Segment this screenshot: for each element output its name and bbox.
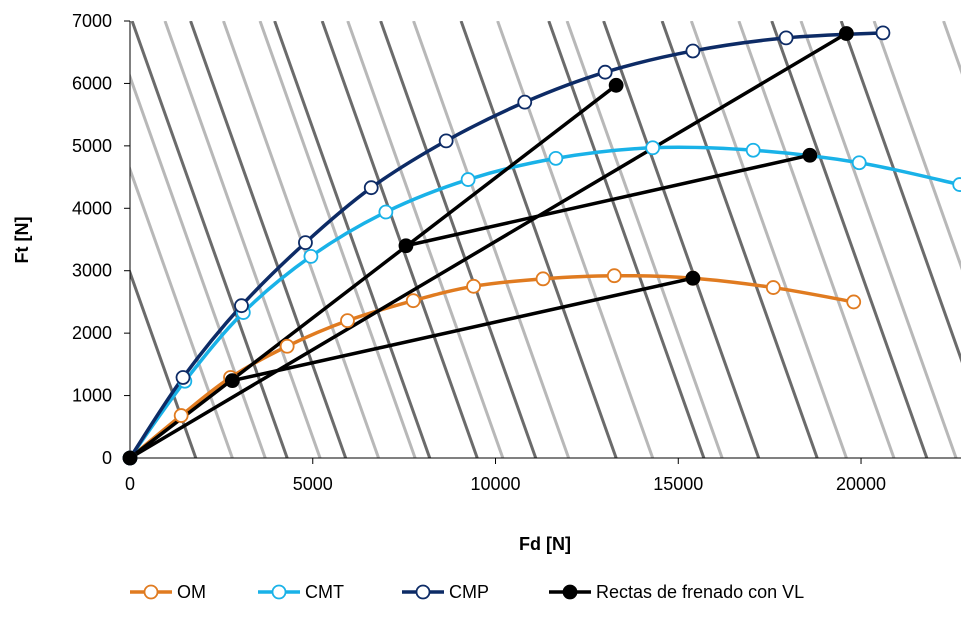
- series-om-point: [340, 313, 355, 329]
- series-cmp-point: [298, 235, 313, 251]
- series-om-point: [765, 280, 781, 295]
- y-tick-label: 7000: [72, 11, 112, 31]
- series-rectas-de-frenado-con-vl-point: [802, 147, 818, 163]
- series-cmp-point: [685, 43, 701, 59]
- bg-line-dark: [660, 21, 819, 458]
- series-cmt-point: [851, 155, 867, 171]
- series-cmp-point: [778, 30, 794, 46]
- bg-line-dark: [379, 21, 538, 458]
- x-tick-label: 15000: [653, 474, 703, 494]
- legend-om-swatch-marker: [143, 584, 159, 600]
- bg-line-dark: [770, 21, 929, 458]
- bg-line-dark: [547, 21, 706, 458]
- legend-cmt-swatch-marker: [271, 584, 287, 600]
- series-cmp-point: [438, 133, 454, 149]
- legend-rectas-de-frenado-con-vl-label: Rectas de frenado con VL: [596, 582, 804, 602]
- bg-line-light: [799, 21, 958, 458]
- legend-cmp-label: CMP: [449, 582, 489, 602]
- series-cmt-line: [130, 145, 961, 458]
- series-cmt-point: [378, 204, 394, 220]
- legend-rectas-de-frenado-con-vl-swatch-marker: [562, 584, 578, 600]
- series-om-point: [466, 278, 481, 294]
- x-tick-label: 5000: [293, 474, 333, 494]
- series-cmt-point: [460, 172, 476, 187]
- bg-line-dark: [130, 268, 198, 458]
- bg-line-dark: [320, 21, 479, 458]
- y-tick-label: 1000: [72, 386, 112, 406]
- series-om-point: [405, 293, 421, 309]
- series-cmp-point: [363, 180, 379, 196]
- series-rectas-de-frenado-con-vl-line: [130, 31, 848, 458]
- tick-labels: 0 1000 2000 3000 4000 5000 6000 7000 0 5000 10000 1…: [72, 11, 886, 494]
- series-rectas-de-frenado-con-vl-point: [398, 238, 414, 254]
- series-cmt-point: [548, 150, 564, 166]
- bg-line-dark: [130, 21, 289, 458]
- legend: OM CMT CMP Rectas de frenado con VL: [130, 582, 804, 602]
- series-cmp-point: [597, 64, 613, 80]
- series-om-point: [606, 268, 622, 284]
- series-om-point: [173, 408, 189, 423]
- bg-line-light: [496, 21, 655, 458]
- bg-line-light: [872, 21, 961, 271]
- series-rectas-de-frenado-con-vl-line: [405, 153, 811, 248]
- x-tick-label: 0: [125, 474, 135, 494]
- bg-line-light: [565, 21, 724, 458]
- series-cmt-point: [645, 140, 661, 156]
- series-rectas-de-frenado-con-vl-line: [231, 276, 694, 383]
- bg-line-light: [737, 21, 896, 458]
- series-cmt-point: [303, 248, 319, 264]
- y-tick-label: 2000: [72, 323, 112, 343]
- series-rectas-de-frenado-con-vl-point: [122, 450, 138, 466]
- y-tick-label: 4000: [72, 198, 112, 218]
- y-tick-label: 6000: [72, 73, 112, 93]
- bg-line-light: [346, 21, 505, 458]
- series-cmp-point: [234, 298, 249, 314]
- series-om-point: [535, 271, 551, 287]
- y-tick-label: 5000: [72, 136, 112, 156]
- series-rectas-de-frenado-con-vl-line: [130, 83, 618, 458]
- y-tick-label: 3000: [72, 261, 112, 281]
- series-rectas-de-frenado-con-vl-point: [839, 26, 854, 41]
- bg-line-dark: [459, 21, 618, 458]
- series-cmp-point: [175, 370, 191, 385]
- x-tick-label: 20000: [836, 474, 886, 494]
- x-tick-label: 10000: [470, 474, 520, 494]
- series-cmp-point: [517, 94, 533, 110]
- legend-cmp-swatch-marker: [415, 584, 431, 600]
- series-rectas-de-frenado-con-vl-point: [224, 373, 240, 388]
- legend-cmt-label: CMT: [305, 582, 344, 602]
- series-rectas-de-frenado-con-vl-point: [685, 270, 701, 286]
- series-rectas-de-frenado-con-vl-point: [608, 77, 624, 93]
- axes: [124, 20, 961, 464]
- bg-line-dark: [839, 21, 961, 364]
- markers-layer: [122, 25, 961, 466]
- series-cmp-point: [875, 25, 891, 41]
- background-lines: [130, 21, 961, 458]
- series-cmt-point: [745, 142, 761, 158]
- bg-line-light: [412, 21, 571, 458]
- x-axis-title: Fd [N]: [519, 534, 571, 554]
- bg-line-light: [130, 165, 234, 458]
- y-tick-label: 0: [102, 448, 112, 468]
- bg-line-light: [130, 72, 267, 458]
- series-cmt-point: [952, 177, 961, 192]
- legend-om-label: OM: [177, 582, 206, 602]
- series-om-point: [846, 294, 862, 310]
- bg-line-light: [689, 21, 848, 458]
- bg-line-light: [163, 21, 322, 458]
- bg-line-dark: [189, 21, 348, 458]
- y-axis-title: Ft [N]: [12, 217, 32, 264]
- bg-line-dark: [602, 21, 761, 458]
- bg-line-dark: [273, 21, 432, 458]
- series-om-point: [279, 338, 295, 354]
